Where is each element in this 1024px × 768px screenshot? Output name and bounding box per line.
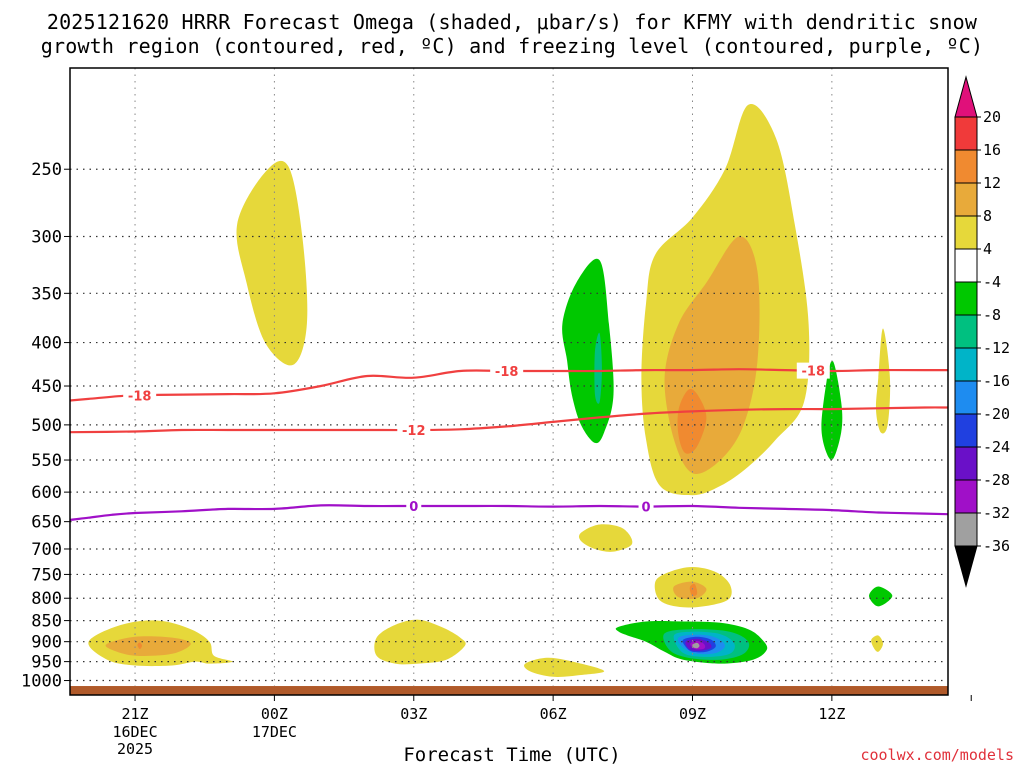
x-tick-label: 21Z	[121, 705, 148, 723]
colorbar-label: 20	[983, 108, 1001, 126]
omega-region	[692, 642, 700, 649]
y-tick-label: 350	[31, 284, 62, 304]
contour-label-bg	[123, 387, 157, 404]
terrain-bar	[70, 686, 948, 695]
x-axis-label: Forecast Time (UTC)	[403, 744, 621, 766]
colorbar-label: 12	[983, 174, 1001, 192]
omega-region	[374, 619, 466, 665]
contour-label-bg	[796, 362, 830, 379]
x-tick-sublabel: 17DEC	[252, 723, 297, 741]
omega-region	[871, 635, 883, 652]
omega-region	[524, 657, 605, 677]
y-tick-label: 800	[31, 589, 62, 609]
colorbar-label: -24	[983, 438, 1010, 456]
colorbar-label: -28	[983, 471, 1010, 489]
x-tick-label: 03Z	[400, 705, 427, 723]
y-tick-label: 550	[31, 451, 62, 471]
plot-frame	[69, 67, 949, 696]
colorbar-bin	[954, 479, 978, 514]
colorbar-bin	[954, 215, 978, 250]
contour-label: 0	[409, 500, 418, 515]
omega-region	[673, 581, 707, 600]
colorbar-bin	[954, 149, 978, 184]
omega-region	[689, 583, 698, 597]
y-tick-label: 400	[31, 334, 62, 354]
omega-region	[875, 328, 891, 434]
colorbar-bin	[954, 380, 978, 415]
colorbar-bin	[954, 248, 978, 283]
x-tick-sublabel: 16DEC	[112, 723, 157, 741]
colorbar-bin	[954, 314, 978, 349]
colorbar-bin	[954, 413, 978, 448]
colorbar-label: 8	[983, 207, 992, 225]
colorbar: 20 16 12 8 4 -4 -8 -12 -16 -20 -24 -28 -32 -36	[954, 75, 1010, 588]
contour-label: -12	[402, 424, 426, 439]
colorbar-label: -20	[983, 405, 1010, 423]
plot-content: -18 -18 -18 -12 0 0	[70, 68, 948, 695]
chart-title-line-1: 2025121620 HRRR Forecast Omega (shaded, …	[46, 10, 978, 34]
colorbar-label: 16	[983, 141, 1001, 159]
y-tick-label: 600	[31, 483, 62, 503]
plot-area: -18 -18 -18 -12 0 0	[70, 68, 948, 695]
y-tick-label: 900	[31, 633, 62, 653]
colorbar-bin	[954, 281, 978, 316]
y-tick-label: 950	[31, 653, 62, 673]
x-tick-label: 06Z	[540, 705, 567, 723]
x-tick-sublabel: 2025	[117, 740, 153, 758]
contour-freezing-level	[70, 504, 948, 521]
colorbar-label: 4	[983, 240, 992, 258]
colorbar-bin	[954, 446, 978, 481]
contour-label: -18	[128, 389, 152, 404]
colorbar-top-arrow	[954, 75, 978, 118]
colorbar-label: -12	[983, 339, 1010, 357]
colorbar-label: -36	[983, 537, 1010, 555]
omega-region	[105, 636, 191, 656]
y-tick-label: 300	[31, 227, 62, 247]
x-tick-label: 09Z	[679, 705, 706, 723]
axes: 2503003504004505005506006507007508008509…	[21, 67, 972, 758]
y-tick-label: 850	[31, 612, 62, 632]
contour-label: -18	[495, 365, 519, 380]
colorbar-label: -32	[983, 504, 1010, 522]
omega-region	[594, 332, 602, 404]
contour-label: 0	[642, 501, 651, 516]
colorbar-bin	[954, 512, 978, 547]
contour-label-bg	[397, 422, 431, 439]
contour-label: -18	[802, 365, 826, 380]
omega-region	[869, 586, 893, 607]
contour-label-bg	[638, 498, 654, 515]
colorbar-bin	[954, 182, 978, 217]
y-tick-label: 650	[31, 513, 62, 533]
y-tick-label: 700	[31, 540, 62, 560]
omega-region	[562, 258, 614, 444]
credit-text[interactable]: coolwx.com/models	[860, 746, 1014, 764]
y-tick-label: 1000	[21, 672, 62, 692]
x-tick-label: 12Z	[818, 705, 845, 723]
y-tick-label: 450	[31, 377, 62, 397]
omega-region	[137, 642, 142, 650]
x-tick-label: 00Z	[261, 705, 288, 723]
colorbar-bottom-arrow	[954, 545, 978, 588]
y-tick-label: 500	[31, 416, 62, 436]
colorbar-label: -16	[983, 372, 1010, 390]
contour-label-bg	[490, 362, 524, 379]
contour-label-bg	[406, 497, 422, 514]
y-tick-label: 250	[31, 160, 62, 180]
contour-dendritic	[70, 406, 948, 434]
colorbar-bin	[954, 347, 978, 382]
colorbar-bin	[954, 116, 978, 151]
chart-title-line-2: growth region (contoured, red, ºC) and f…	[40, 34, 984, 58]
omega-region	[236, 160, 308, 366]
colorbar-label: -8	[983, 306, 1001, 324]
y-tick-label: 750	[31, 565, 62, 585]
colorbar-label: -4	[983, 273, 1001, 291]
omega-region	[677, 388, 707, 454]
omega-region	[578, 524, 633, 552]
